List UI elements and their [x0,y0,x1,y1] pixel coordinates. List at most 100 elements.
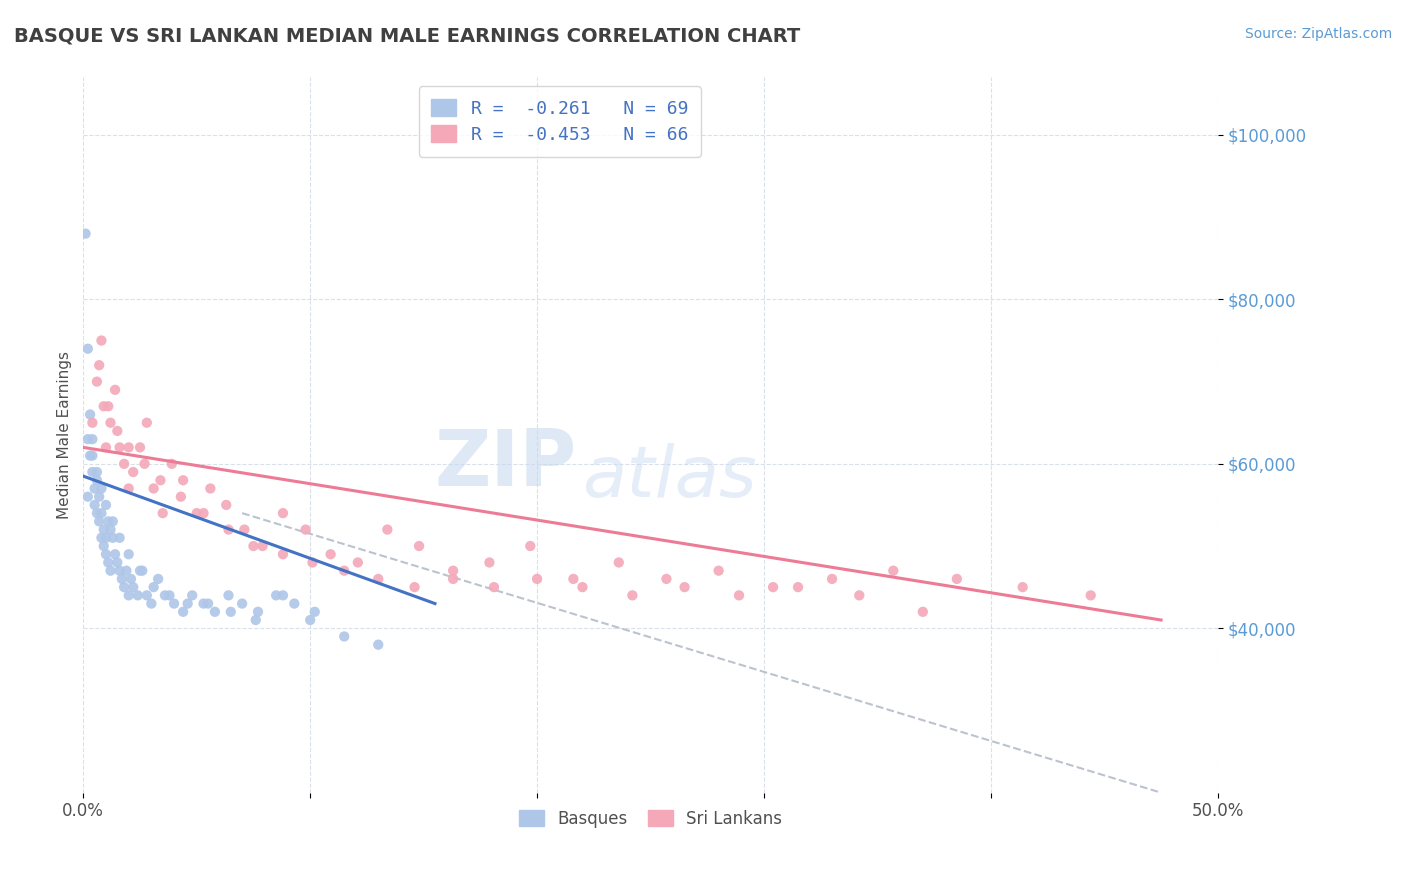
Point [441,564,464,578]
Point [97,556,120,570]
Point [90,482,112,496]
Legend: Basques, Sri Lankans: Basques, Sri Lankans [512,803,789,834]
Point [482,580,505,594]
Point [89,490,111,504]
Point [333,564,356,578]
Point [86,473,108,487]
Point [621,588,644,602]
Point [129,441,152,455]
Point [160,457,183,471]
Point [104,547,127,561]
Point [134,457,156,471]
Point [707,564,730,578]
Point [105,556,128,570]
Point [193,597,215,611]
Point [181,588,204,602]
Point [93,523,115,537]
Point [787,580,810,594]
Point [118,547,141,561]
Point [519,539,541,553]
Point [129,564,152,578]
Point [404,580,426,594]
Point [100,416,122,430]
Point [76,432,98,446]
Point [367,572,389,586]
Point [186,506,208,520]
Point [112,580,135,594]
Text: Source: ZipAtlas.com: Source: ZipAtlas.com [1244,27,1392,41]
Point [367,638,389,652]
Point [252,539,274,553]
Point [112,457,135,471]
Point [728,588,751,602]
Point [89,514,111,528]
Point [108,531,131,545]
Point [93,399,115,413]
Point [122,465,145,479]
Point [163,597,186,611]
Point [135,416,157,430]
Point [76,490,98,504]
Point [821,572,844,586]
Point [82,449,104,463]
Point [82,432,104,446]
Point [82,465,104,479]
Point [120,572,142,586]
Point [562,572,585,586]
Point [333,630,356,644]
Point [673,580,696,594]
Point [83,498,105,512]
Point [118,588,141,602]
Point [571,580,593,594]
Point [478,556,501,570]
Point [271,506,294,520]
Point [197,597,219,611]
Text: ZIP: ZIP [434,425,576,501]
Point [105,424,128,438]
Point [264,588,287,602]
Point [526,572,548,586]
Point [193,506,215,520]
Point [247,605,270,619]
Point [104,383,127,397]
Point [115,564,138,578]
Point [141,597,163,611]
Point [122,580,145,594]
Point [170,490,193,504]
Point [118,441,141,455]
Point [94,441,117,455]
Point [1080,588,1102,602]
Point [97,514,120,528]
Point [94,531,117,545]
Point [75,227,97,241]
Point [218,523,240,537]
Point [218,588,240,602]
Point [347,556,370,570]
Point [172,605,194,619]
Point [89,358,111,372]
Point [97,399,120,413]
Point [153,588,176,602]
Point [111,572,134,586]
Point [882,564,904,578]
Point [245,613,267,627]
Point [142,580,165,594]
Point [242,539,264,553]
Point [94,498,117,512]
Text: BASQUE VS SRI LANKAN MEDIAN MALE EARNINGS CORRELATION CHART: BASQUE VS SRI LANKAN MEDIAN MALE EARNING… [14,27,800,45]
Point [172,473,194,487]
Point [90,334,112,348]
Point [299,613,322,627]
Point [127,588,149,602]
Point [200,482,222,496]
Point [304,605,326,619]
Point [176,597,198,611]
Point [76,342,98,356]
Point [131,564,153,578]
Point [100,564,122,578]
Point [294,523,316,537]
Point [219,605,242,619]
Point [86,465,108,479]
Point [441,572,464,586]
Point [86,506,108,520]
